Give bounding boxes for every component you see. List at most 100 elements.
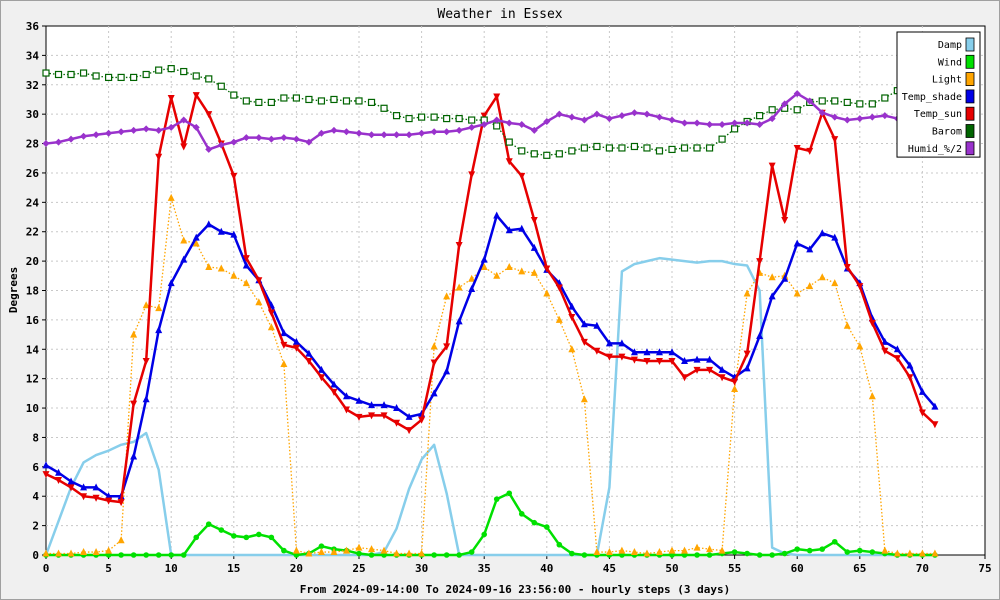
series-temp-shade [42, 211, 939, 500]
data-point [205, 111, 213, 119]
y-tick-label: 10 [26, 402, 39, 415]
y-tick-label: 22 [26, 226, 39, 239]
data-point [869, 549, 876, 555]
data-point [105, 129, 113, 137]
data-point [756, 332, 764, 340]
series-layer [42, 65, 939, 558]
data-point [242, 255, 250, 263]
data-point [418, 129, 426, 137]
data-point [255, 277, 263, 285]
data-point [906, 374, 914, 382]
data-point [868, 319, 876, 327]
data-point [793, 239, 801, 247]
data-point [681, 357, 689, 365]
data-point [92, 548, 100, 556]
data-point [706, 366, 714, 374]
data-point [618, 112, 626, 120]
data-point [192, 239, 200, 247]
data-point [530, 126, 538, 134]
data-point [730, 125, 739, 133]
y-tick-label: 18 [26, 285, 39, 298]
series-light [42, 193, 939, 557]
data-point [681, 552, 688, 558]
data-point [744, 550, 750, 557]
data-point [180, 67, 188, 76]
data-point [605, 548, 613, 556]
grid [46, 26, 985, 555]
data-point [768, 162, 776, 170]
data-point [655, 358, 663, 366]
data-point [593, 142, 601, 151]
data-point [468, 123, 476, 131]
data-point [142, 395, 150, 403]
data-point [831, 113, 839, 121]
data-point [643, 110, 651, 118]
x-tick-label: 45 [603, 562, 616, 575]
data-point [555, 315, 563, 323]
data-point [105, 492, 113, 500]
legend-entry: Damp [938, 37, 975, 52]
y-tick-label: 6 [32, 461, 39, 474]
data-point [630, 356, 638, 364]
data-point [380, 412, 388, 420]
data-point [655, 147, 664, 155]
data-point [718, 120, 726, 128]
data-point [843, 263, 851, 271]
data-point [205, 262, 213, 270]
data-point [67, 549, 75, 557]
x-tick-label: 65 [853, 562, 866, 575]
data-point [818, 97, 826, 105]
data-point [918, 409, 926, 417]
legend-swatch [965, 124, 975, 138]
data-point [342, 406, 350, 414]
data-point [217, 82, 225, 90]
data-point [305, 349, 313, 357]
data-point [618, 339, 626, 347]
data-point [443, 128, 451, 136]
data-point [931, 549, 939, 557]
data-point [230, 172, 238, 180]
data-point [230, 271, 238, 279]
data-point [530, 150, 538, 158]
data-point [205, 145, 213, 153]
y-tick-label: 36 [26, 20, 40, 33]
data-point [368, 131, 376, 139]
data-point [230, 138, 238, 146]
data-point [580, 116, 588, 124]
data-point [80, 548, 88, 556]
y-tick-label: 20 [26, 255, 39, 268]
data-point [506, 490, 513, 497]
data-point [505, 138, 513, 146]
data-point [392, 112, 401, 120]
data-point [430, 359, 438, 367]
data-point [155, 66, 163, 74]
data-point [305, 549, 313, 557]
data-point [167, 279, 175, 287]
data-point [167, 65, 175, 73]
data-point [468, 171, 476, 179]
data-point [655, 548, 663, 556]
data-point [368, 545, 376, 553]
data-point [418, 113, 426, 121]
y-tick-label: 2 [32, 520, 39, 533]
data-point [330, 548, 338, 556]
data-point [217, 227, 225, 235]
data-point [818, 109, 826, 117]
data-point [180, 116, 188, 124]
data-point [42, 471, 50, 479]
data-point [268, 534, 275, 541]
data-point [55, 549, 63, 557]
data-point [292, 337, 300, 345]
data-point [843, 98, 851, 107]
data-point [881, 546, 889, 554]
data-point [443, 114, 451, 123]
data-point [105, 497, 113, 505]
data-point [630, 548, 638, 556]
data-point [768, 273, 776, 281]
data-point [543, 289, 551, 297]
data-point [330, 126, 338, 134]
data-point [718, 374, 726, 382]
data-point [718, 365, 726, 373]
data-point [368, 412, 376, 420]
